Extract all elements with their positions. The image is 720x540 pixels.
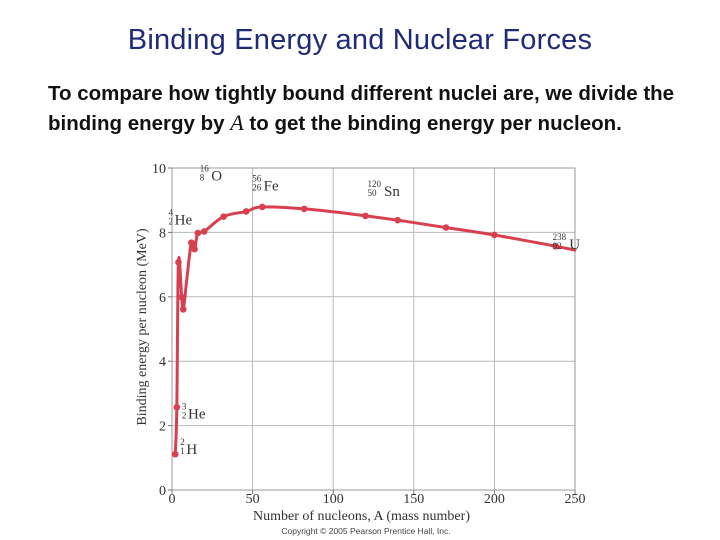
data-point — [300, 205, 308, 213]
binding-energy-curve — [173, 205, 577, 456]
y-tick-label: 6 — [159, 291, 166, 306]
isotope-atomic-number: 26 — [252, 183, 262, 193]
data-point — [194, 229, 202, 237]
data-point — [191, 245, 198, 253]
slide-body-text: To compare how tightly bound different n… — [48, 79, 708, 138]
isotope-mass-number: 4 — [168, 208, 173, 218]
data-point — [491, 231, 498, 239]
isotope-symbol: U — [569, 237, 580, 253]
isotope-mass-number: 2 — [180, 437, 185, 447]
isotope-symbol: Fe — [264, 179, 279, 195]
x-axis-label: Number of nucleons, A (mass number) — [253, 509, 470, 524]
data-point — [220, 213, 227, 220]
x-tick-label: 100 — [323, 492, 344, 507]
mass-number-variable: A — [230, 110, 244, 135]
data-point — [188, 239, 195, 247]
data-point — [179, 306, 187, 313]
isotope-atomic-number: 8 — [200, 173, 205, 183]
isotope-atomic-number: 92 — [553, 241, 562, 251]
x-tick-label: 50 — [246, 492, 260, 507]
x-tick-label: 200 — [484, 492, 505, 507]
isotope-mass-number: 238 — [553, 232, 567, 242]
body-text-part-2: to get the binding energy per nucleon. — [243, 112, 622, 135]
data-point — [173, 403, 181, 411]
isotope-atomic-number: 1 — [180, 446, 185, 456]
data-point — [442, 224, 450, 231]
slide-title: Binding Energy and Nuclear Forces — [127, 24, 593, 56]
x-tick-label: 0 — [169, 492, 176, 507]
isotope-symbol: Sn — [384, 184, 400, 200]
isotope-label-he3: 32 He — [182, 401, 206, 422]
data-point — [178, 293, 185, 301]
y-axis-label: Binding energy per nucleon (MeV) — [135, 228, 150, 426]
data-point — [362, 212, 369, 220]
isotope-symbol: O — [211, 169, 222, 185]
data-point — [258, 203, 266, 211]
plot-frame — [171, 167, 576, 491]
isotope-atomic-number: 2 — [168, 217, 173, 227]
data-point — [171, 450, 179, 458]
data-point — [175, 259, 182, 266]
isotope-mass-number: 56 — [252, 174, 262, 184]
isotope-mass-number: 3 — [182, 401, 187, 411]
isotope-label-h2: 21 H — [180, 437, 197, 458]
data-point — [552, 242, 559, 250]
x-tick-label: 150 — [403, 492, 424, 507]
y-tick-label: 10 — [152, 162, 166, 177]
y-tick-label: 8 — [159, 226, 166, 241]
data-point — [242, 208, 250, 215]
body-text-part-1: To compare how tightly bound different n… — [48, 82, 675, 135]
y-tick-label: 0 — [159, 484, 166, 499]
isotope-mass-number: 120 — [367, 179, 381, 189]
isotope-mass-number: 16 — [200, 164, 210, 174]
series-layer — [171, 203, 577, 458]
copyright-notice: Copyright © 2005 Pearson Prentice Hall, … — [281, 526, 450, 536]
y-tick-label: 2 — [159, 420, 166, 435]
isotope-symbol: He — [188, 406, 206, 422]
data-point — [394, 216, 401, 224]
y-tick-label: 4 — [159, 355, 166, 370]
isotope-atomic-number: 2 — [182, 410, 187, 420]
isotope-label-o16: 168 O — [200, 164, 222, 185]
x-tick-label: 250 — [565, 492, 586, 507]
data-point — [200, 228, 208, 235]
isotope-symbol: H — [186, 442, 197, 458]
isotope-symbol: He — [175, 213, 193, 229]
isotope-atomic-number: 50 — [367, 188, 377, 198]
isotope-label-he4: 42 He — [168, 208, 192, 229]
